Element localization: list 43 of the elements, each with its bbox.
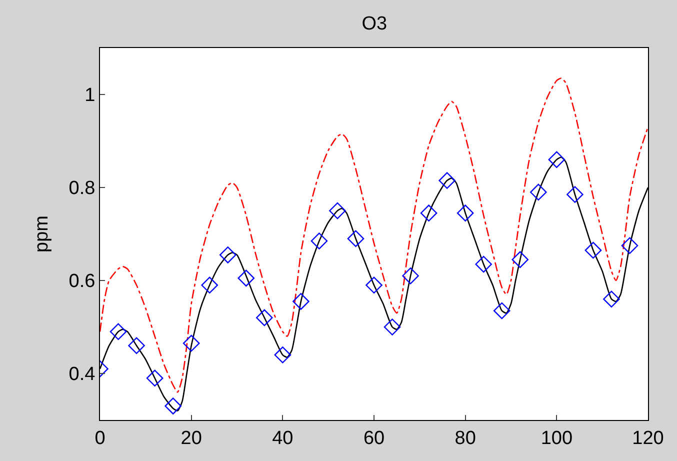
point xyxy=(456,204,474,222)
point xyxy=(384,318,401,336)
point xyxy=(146,370,164,387)
line-series xyxy=(100,78,648,393)
x-tick-label: 0 xyxy=(94,428,106,449)
point xyxy=(366,276,382,294)
point xyxy=(164,398,182,414)
x-tick-label: 120 xyxy=(632,428,664,449)
x-tick-label: 60 xyxy=(363,428,385,449)
point xyxy=(256,309,273,326)
point xyxy=(475,256,492,273)
point xyxy=(347,230,364,248)
point xyxy=(548,151,566,168)
point xyxy=(493,302,510,320)
point xyxy=(329,202,346,220)
point xyxy=(310,232,328,250)
y-tick-label: 0.8 xyxy=(68,178,96,200)
point xyxy=(584,242,602,259)
point xyxy=(566,186,584,203)
x-tick-label: 100 xyxy=(540,428,573,449)
y-tick-label: 0.4 xyxy=(68,364,96,386)
y-axis-title: ppm xyxy=(32,216,53,252)
point xyxy=(110,323,127,340)
point xyxy=(238,270,255,287)
point xyxy=(402,267,419,284)
x-tick-label: 40 xyxy=(272,428,294,449)
point xyxy=(201,276,218,294)
point xyxy=(512,251,529,268)
point xyxy=(438,172,456,189)
x-tick-label: 20 xyxy=(180,428,202,449)
point xyxy=(182,334,200,352)
chart-title: O3 xyxy=(362,13,388,34)
point xyxy=(128,337,145,354)
point xyxy=(420,204,438,222)
point xyxy=(603,290,620,308)
point xyxy=(621,237,638,254)
point xyxy=(274,346,292,364)
y-tick-label: 0.6 xyxy=(68,271,96,292)
point xyxy=(219,246,236,264)
y-tick-label: 1 xyxy=(84,85,96,106)
x-tick-label: 80 xyxy=(454,428,476,449)
point xyxy=(292,293,310,310)
point xyxy=(530,184,547,201)
